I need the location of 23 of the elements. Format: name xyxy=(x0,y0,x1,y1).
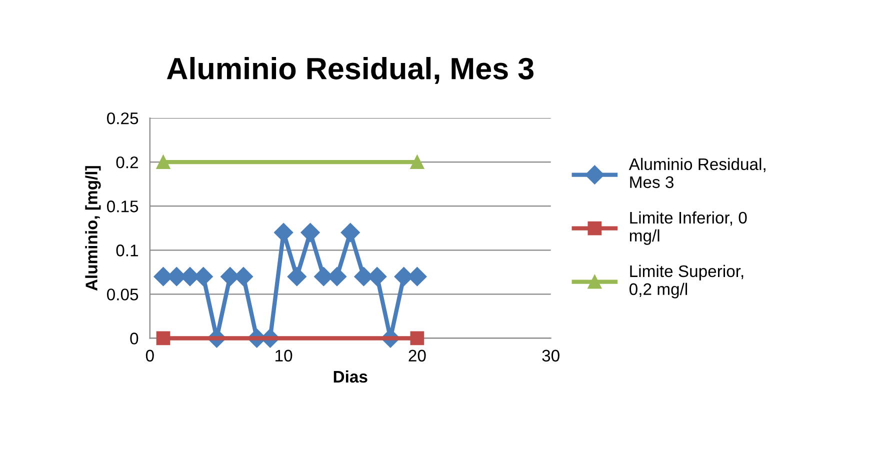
y-tick-label: 0.15 xyxy=(107,200,138,212)
y-tick-label: 0.2 xyxy=(116,156,138,168)
point xyxy=(410,331,424,346)
legend-label: Limite Inferior, 0 mg/l xyxy=(630,211,747,245)
x-axis-title: Dias xyxy=(334,370,368,383)
chart-title: Aluminio Residual, Mes 3 xyxy=(166,57,534,84)
point xyxy=(340,223,360,242)
y-tick-label: 0.1 xyxy=(116,244,138,256)
x-tick-label: 20 xyxy=(408,350,426,362)
point xyxy=(300,223,320,242)
point xyxy=(156,155,170,170)
y-axis-title: Aluminio, [mg/l] xyxy=(85,166,101,291)
x-tick-label: 30 xyxy=(542,350,560,362)
point xyxy=(287,267,306,286)
legend-label: Limite Superior, 0,2 mg/l xyxy=(629,264,744,298)
y-tick-label: 0 xyxy=(130,332,138,344)
x-tick-label: 0 xyxy=(146,350,154,362)
point xyxy=(156,331,170,346)
legend-label: Aluminio Residual, Mes 3 xyxy=(628,158,766,188)
y-tick-label: 0.05 xyxy=(107,288,138,300)
x-tick-label: 10 xyxy=(276,350,292,362)
y-tick-label: 0.25 xyxy=(107,112,138,124)
point xyxy=(410,155,424,170)
